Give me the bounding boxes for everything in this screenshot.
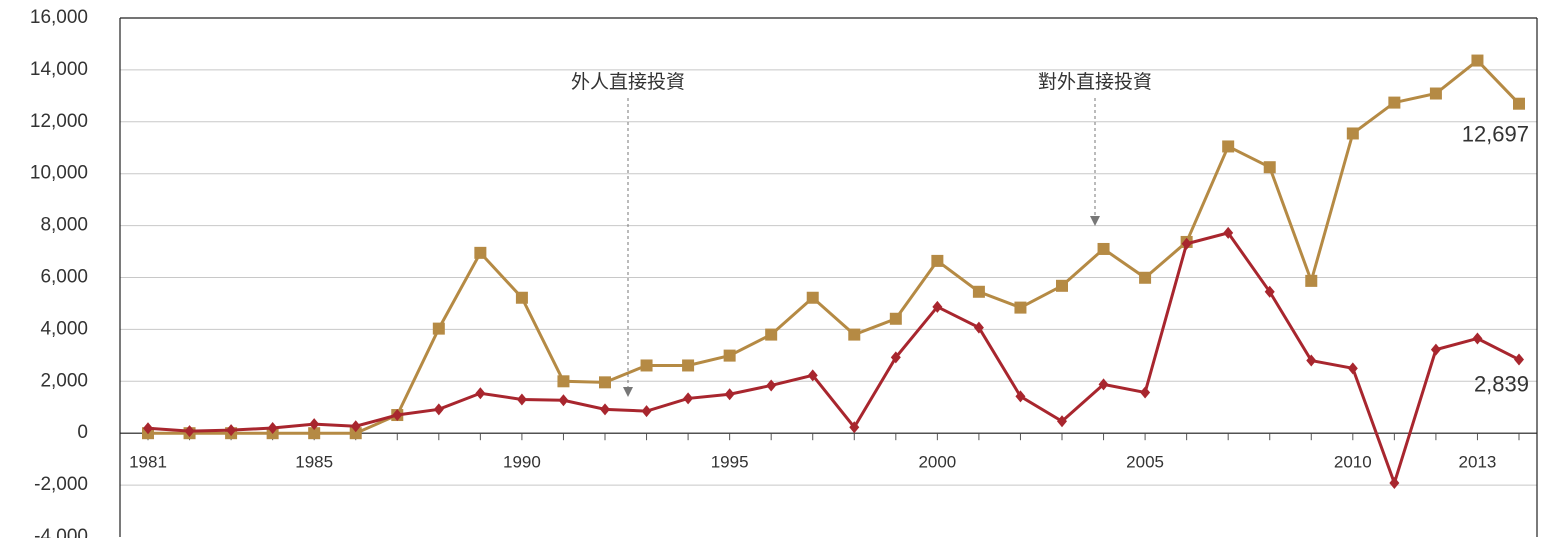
marker [890,351,901,364]
y-tick-label: 4,000 [40,318,88,339]
marker [641,405,652,418]
value-label: 2,839 [1474,371,1529,396]
x-tick-label: 1985 [295,452,333,471]
marker [849,421,860,434]
marker [350,420,361,433]
marker [807,369,818,382]
marker [683,392,694,405]
marker [1389,477,1400,490]
y-tick-label: 12,000 [30,111,88,132]
marker [1472,332,1483,345]
marker [766,379,777,392]
x-tick-label: 2010 [1334,452,1372,471]
value-label: 12,697 [1462,122,1529,147]
series-line [148,58,1521,435]
y-tick-label: 14,000 [30,59,88,80]
marker [1181,237,1192,250]
marker [972,285,985,298]
x-tick-label: 2013 [1459,452,1497,471]
marker [1223,226,1234,239]
marker [1097,242,1110,255]
x-tick-label: 2005 [1126,452,1164,471]
marker [1263,161,1276,174]
marker [1056,279,1068,292]
marker [557,375,570,388]
annotation: 外人直接投資 [571,71,685,93]
marker [1140,386,1151,399]
marker [640,359,653,372]
y-tick-label: 8,000 [40,215,88,236]
annotation-arrowhead [1090,216,1100,226]
marker [1471,54,1484,67]
marker [184,425,195,438]
series-line [147,231,1520,488]
y-tick-label: 16,000 [30,7,88,28]
marker [474,246,487,259]
marker [1014,301,1027,314]
marker [1430,343,1441,356]
y-tick-label: 10,000 [30,163,88,184]
marker [226,424,237,437]
x-tick-label: 1990 [503,452,541,471]
x-tick-label: 1995 [711,452,749,471]
marker [1346,127,1359,140]
marker [765,328,778,341]
marker [599,376,611,389]
marker [723,349,736,362]
y-tick-label: 6,000 [40,267,88,288]
marker [1388,96,1401,109]
marker [558,394,569,407]
marker [973,321,984,334]
marker [1139,271,1152,284]
y-tick-label: -4,000 [34,526,88,538]
marker [267,422,278,435]
marker [308,427,321,440]
marker [1264,285,1275,298]
marker [1429,87,1442,100]
marker [848,328,861,341]
marker [1514,353,1524,366]
marker [931,254,944,267]
y-tick-label: 2,000 [40,370,88,391]
marker [1305,274,1318,287]
marker [143,422,153,435]
marker [1098,378,1109,391]
marker [889,312,902,325]
marker [516,393,527,406]
marker [682,359,695,372]
marker [932,300,943,313]
marker [392,409,403,422]
marker [1015,390,1026,403]
x-tick-label: 1981 [129,452,167,471]
marker [1347,362,1358,375]
annotation-arrowhead [623,387,633,397]
marker [724,388,735,401]
marker [1222,140,1235,153]
x-tick-label: 2000 [918,452,956,471]
marker [600,403,610,416]
marker [475,387,486,400]
y-tick-label: 0 [77,422,88,443]
marker [1513,97,1525,110]
marker [1057,415,1067,428]
marker [309,418,320,431]
y-tick-label: -2,000 [34,474,88,495]
marker [1306,354,1317,367]
marker [515,291,528,304]
marker [806,291,819,304]
marker [349,427,362,440]
annotation: 對外直接投資 [1038,71,1152,93]
marker [433,403,444,416]
marker [432,322,445,335]
